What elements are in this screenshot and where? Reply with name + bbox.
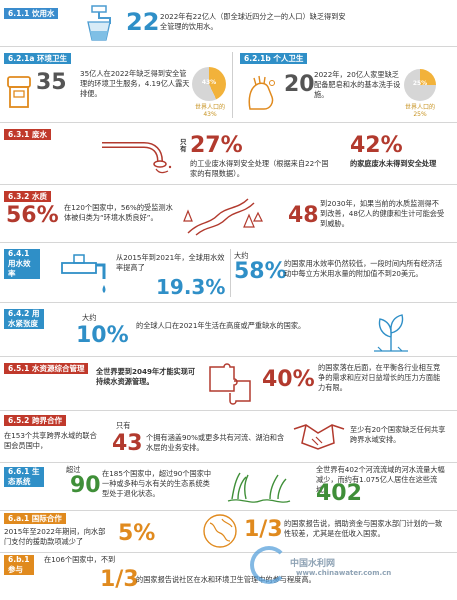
stat-value: 27% <box>190 133 243 158</box>
wastewater-pipe-icon <box>102 142 172 174</box>
section-6-b-1: 6.b.1 参与 在106个国家中，不到 1/3 的国家报告说社区在水和环境卫生… <box>0 553 457 600</box>
stat-value: 19.3% <box>156 275 226 299</box>
section-tag: 6.2.1a 环境卫生 <box>4 53 72 64</box>
handwashing-icon <box>248 75 275 110</box>
watermark-text: 中国水利网 <box>290 559 336 569</box>
stat-value: 1/3 <box>244 517 283 542</box>
watermark-url: www.chinawater.com.cn <box>296 569 392 577</box>
watermark-logo <box>250 546 288 584</box>
stat-description: 至少有20个国家缺乏任何共享跨界水域安排。 <box>350 425 446 444</box>
section-tag: 6.4.1 用水效率 <box>4 249 40 279</box>
stat-prefix: 大约 <box>234 251 249 260</box>
toilet-icon <box>7 76 31 108</box>
puzzle-pieces-icon <box>209 363 251 405</box>
stat-description: 的全球人口在2021年生活在高度或严重缺水的国家。 <box>136 321 306 330</box>
divider <box>0 302 457 303</box>
section-6-4-2: 6.4.2 用水紧张度 大约 10% 的全球人口在2021年生活在高度或严重缺水… <box>0 303 457 355</box>
section-tag: 6.3.2 水质 <box>4 191 51 202</box>
stat-value: 5% <box>118 521 156 546</box>
stat-value: 402 <box>316 481 362 506</box>
stat-value: 48 <box>288 203 319 228</box>
column-separator <box>232 52 233 118</box>
stat-prefix: 只有 <box>180 138 187 153</box>
column-separator <box>230 249 231 297</box>
stat-description: 个拥有涵盖90%或更多共有河流、湖泊和含水层的业务安排。 <box>146 433 285 452</box>
stat-description: 的工业废水得到安全处理（根据来自22个国家的有限数据）。 <box>190 159 329 178</box>
divider <box>0 552 457 553</box>
faucet-glass-icon <box>87 5 111 41</box>
stat-description: 2022年，20亿人家里缺乏配备肥皂和水的基本洗手设施。 <box>314 70 401 99</box>
stat-value: 1/3 <box>100 567 139 592</box>
section-6-6-1: 6.6.1 生态系统 超过 90 在185个国家中，超过90个国家中一种或多种与… <box>0 463 457 509</box>
section-6-1-1: 6.1.1 饮用水 22 2022年有22亿人（即全球近四分之一的人口）缺乏得到… <box>0 0 457 44</box>
section-tag: 6.5.2 跨界合作 <box>4 415 66 426</box>
pie-label: 25% <box>412 80 428 87</box>
divider <box>0 356 457 357</box>
divider <box>0 122 457 123</box>
pie-caption: 世界人口的 25% <box>404 104 435 118</box>
section-tag: 6.b.1 参与 <box>4 555 34 575</box>
section-tag: 6.6.1 生态系统 <box>4 467 44 487</box>
globe-map-icon <box>203 514 237 548</box>
stat-description: 在106个国家中，不到 <box>44 555 116 564</box>
stat-description: 的国家落在后面，在平衡各行业相互竞争的需求和应对日益增长的压力方面能力有限。 <box>318 363 441 392</box>
stat-description: 在153个共享跨界水域的联合国会员国中， <box>4 431 97 450</box>
faucet-drip-icon <box>61 254 106 293</box>
stat-description: 的国家报告说，捐助资金与国家水部门计划的一致性较差，尤其是在低收入国家。 <box>284 519 443 538</box>
section-6-5-1: 6.5.1 水资源综合管理 全世界要到2049年才能实现可持续水资源管理。 40… <box>0 357 457 409</box>
stat-description: 全世界要到2049年才能实现可持续水资源管理。 <box>96 367 196 386</box>
handshake-icon <box>293 424 345 450</box>
stat-value: 56% <box>6 203 59 228</box>
section-6-3-1: 6.3.1 废水 只有 27% 的工业废水得到安全处理（根据来自22个国家的有限… <box>0 123 457 183</box>
divider <box>0 462 457 463</box>
stat-description: 的国家用水效率仍然较低，一段时间内所有经济活动中每立方米用水量的附加值不到20美… <box>284 259 443 278</box>
stat-description: 的家庭废水未得到安全处理 <box>350 159 437 168</box>
stat-description: 在185个国家中，超过90个国家中一种或多种与水有关的生态系统类型处于退化状态。 <box>102 469 212 498</box>
stat-value: 40% <box>262 367 315 392</box>
stat-prefix: 超过 <box>66 465 81 474</box>
section-6-3-2: 6.3.2 水质 56% 在120个国家中，56%的受监测水体被归类为“环境水质… <box>0 185 457 241</box>
divider <box>0 510 457 511</box>
stat-description: 2022年有22亿人（即全球近四分之一的人口）缺乏得到安全管理的饮用水。 <box>160 12 346 31</box>
pie-chart-25: 25% <box>404 69 436 101</box>
stat-prefix: 大约 <box>82 313 97 322</box>
section-tag: 6.3.1 废水 <box>4 129 51 140</box>
stat-description: 在120个国家中，56%的受监测水体被归类为“环境水质良好”。 <box>64 203 173 222</box>
pie-chart-43: 43% <box>192 67 226 101</box>
divider <box>0 410 457 411</box>
section-6-2-1a: 6.2.1a 环境卫生 35 35亿人在2022年缺乏得到安全管理的环境卫生服务… <box>0 47 457 121</box>
stat-description: 全世界有402个河流流域的河水流量大幅减少，而约有1.075亿人居住在这些流域。 <box>316 465 445 494</box>
section-tag: 6.2.1b 个人卫生 <box>240 53 308 64</box>
stat-prefix: 只有 <box>116 421 131 430</box>
pie-label: 43% <box>201 79 217 86</box>
river-forest-icon <box>183 198 263 236</box>
stat-description: 的国家报告说社区在水和环境卫生管理中的参与程度高。 <box>136 575 316 584</box>
section-6-a-1: 6.a.1 国际合作 2015年至2022年期间，向水部门支付的援助款项减少了 … <box>0 511 457 551</box>
section-6-4-1: 6.4.1 用水效率 从2015年到2021年，全球用水效率提高了 19.3% … <box>0 243 457 301</box>
section-tag: 6.1.1 饮用水 <box>4 8 59 19</box>
divider <box>0 184 457 185</box>
section-tag: 6.a.1 国际合作 <box>4 513 66 524</box>
stat-value: 43 <box>112 431 143 456</box>
stat-value: 10% <box>76 323 129 348</box>
stat-description: 2015年至2022年期间，向水部门支付的援助款项减少了 <box>4 527 106 546</box>
section-6-5-2: 6.5.2 跨界合作 在153个共享跨界水域的联合国会员国中， 只有 43 个拥… <box>0 411 457 461</box>
stat-value: 90 <box>70 473 101 498</box>
wetland-grass-icon <box>227 472 291 503</box>
stat-value: 35 <box>36 70 67 95</box>
stat-value: 22 <box>126 8 160 36</box>
pie-caption: 世界人口的 43% <box>194 104 225 118</box>
stat-description: 从2015年到2021年，全球用水效率提高了 <box>116 253 225 272</box>
stat-value: 58% <box>234 259 287 284</box>
section-6-2-1b: 6.2.1b 个人卫生 20 2022年，20亿人家里缺乏配备肥皂和水的基本洗手… <box>0 47 457 121</box>
stat-value: 42% <box>350 133 403 158</box>
drought-plant-icon <box>374 314 408 352</box>
divider <box>0 242 457 243</box>
stat-value: 20 <box>284 72 315 97</box>
divider <box>0 46 457 47</box>
stat-description: 35亿人在2022年缺乏得到安全管理的环境卫生服务，4.19亿人露天排便。 <box>80 69 190 98</box>
section-tag: 6.5.1 水资源综合管理 <box>4 363 89 374</box>
section-tag: 6.4.2 用水紧张度 <box>4 309 44 329</box>
stat-description: 到2030年，如果当前的水质监测得不到改善，48亿人的健康和生计可能会受到威胁。 <box>320 199 445 228</box>
